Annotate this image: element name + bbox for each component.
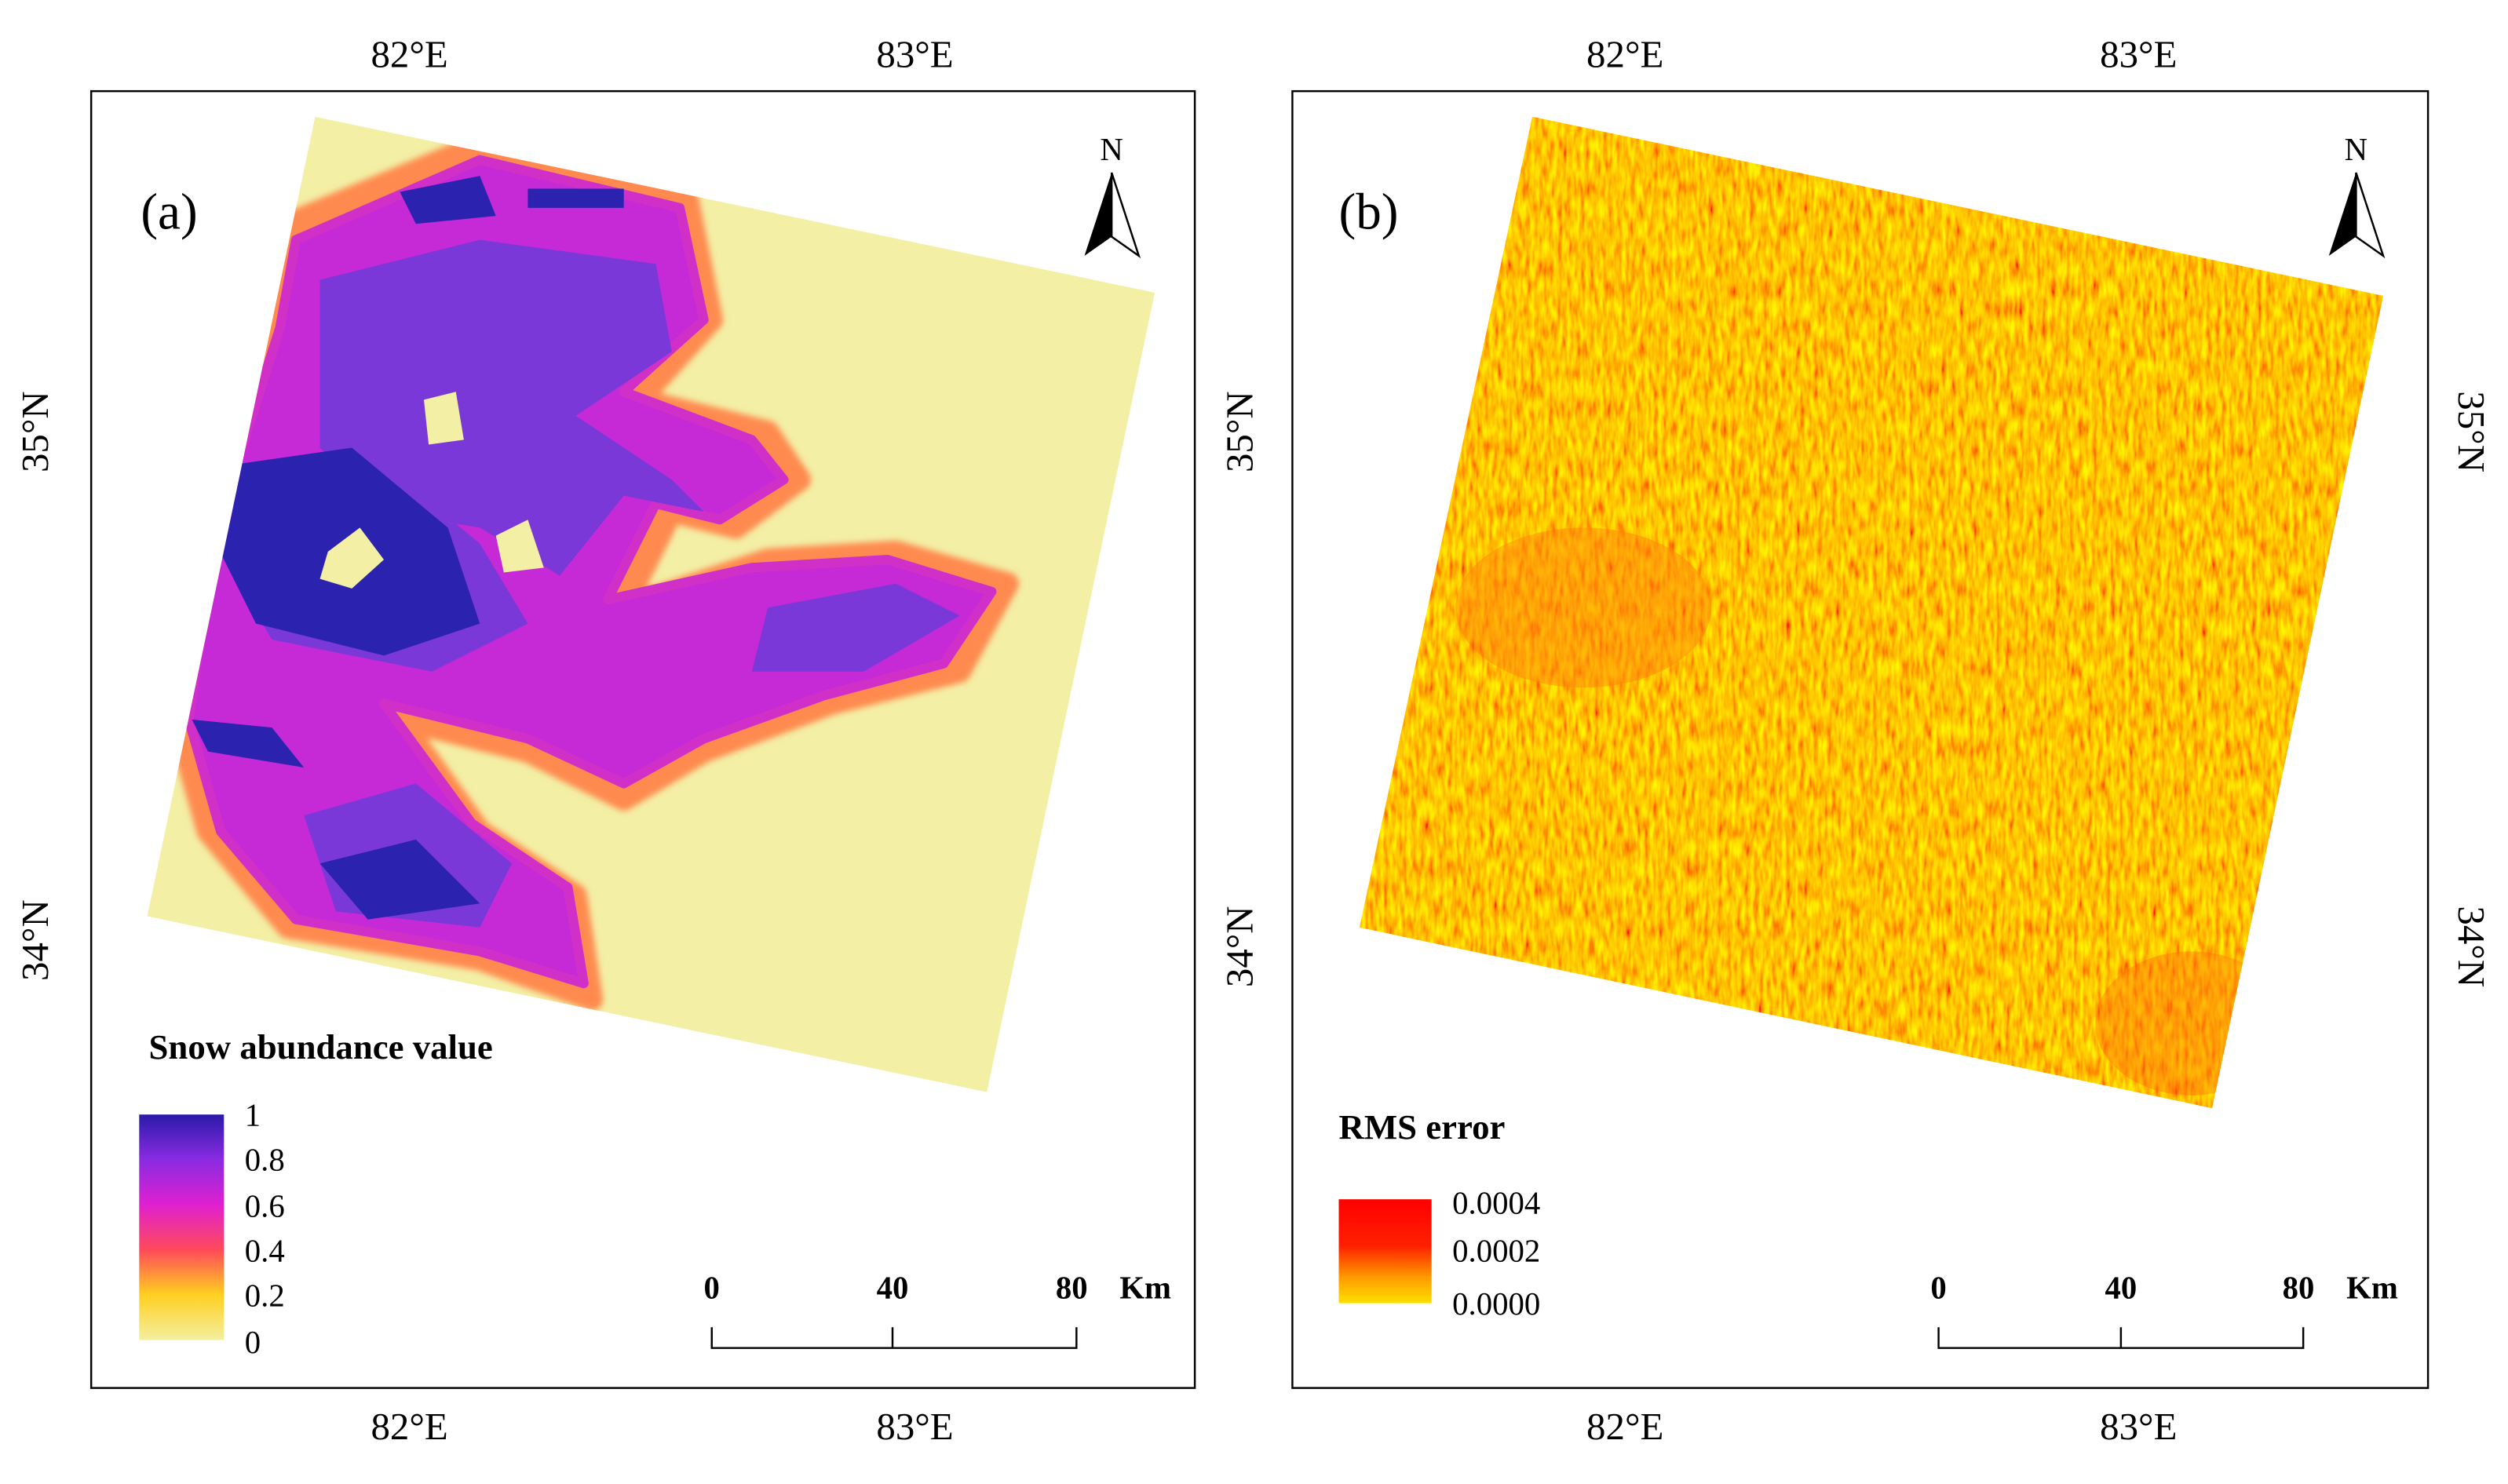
scale-unit: Km — [2346, 1271, 2398, 1306]
lon-label: 82°E — [371, 33, 447, 76]
scale-bar — [710, 1327, 1078, 1349]
legend-title: RMS error — [1338, 1107, 1505, 1147]
lat-label: 34°N — [2450, 906, 2493, 987]
legend-label: 0 — [245, 1325, 261, 1360]
lon-label: 83°E — [2100, 33, 2177, 76]
legend-gradient — [1338, 1199, 1432, 1304]
north-arrow — [1110, 172, 1141, 259]
scale-label: 80 — [1056, 1271, 1088, 1306]
legend-label: 0.0004 — [1452, 1186, 1540, 1221]
legend-label: 0.6 — [245, 1189, 285, 1224]
lat-label: 34°N — [13, 899, 57, 981]
scale-bar — [1937, 1327, 2305, 1349]
scale-label: 0 — [1930, 1271, 1946, 1306]
lat-label: 34°N — [1217, 906, 1261, 987]
map-frame — [1291, 89, 2430, 1389]
panel-a: 82°E 83°E 82°E 83°E 35°N 34°N (a) N Snow… — [13, 33, 1196, 1448]
lon-label: 83°E — [876, 33, 953, 76]
scale-label: 80 — [2283, 1271, 2315, 1306]
north-label: N — [1100, 132, 1123, 167]
lon-label: 82°E — [371, 1405, 447, 1448]
north-arrow — [2328, 173, 2356, 257]
lon-label: 82°E — [1586, 33, 1663, 76]
legend-label: 0.4 — [245, 1234, 285, 1269]
snow-raster — [147, 116, 1155, 1092]
legend-label: 0.0000 — [1452, 1286, 1540, 1322]
north-arrow — [2355, 172, 2386, 259]
scale-label: 0 — [704, 1271, 720, 1306]
legend-label: 1 — [245, 1097, 261, 1132]
lon-label: 83°E — [876, 1405, 953, 1448]
legend-gradient — [139, 1114, 225, 1340]
lon-label: 83°E — [2100, 1405, 2177, 1448]
legend-label: 0.0002 — [1452, 1234, 1540, 1269]
panel-label: (b) — [1338, 184, 1398, 240]
legend-title: Snow abundance value — [149, 1027, 493, 1067]
north-label: N — [2345, 132, 2367, 167]
legend-label: 0.8 — [245, 1143, 285, 1178]
map-frame — [89, 89, 1196, 1389]
legend-label: 0.2 — [245, 1278, 285, 1314]
lat-label: 35°N — [13, 391, 57, 472]
scale-label: 40 — [877, 1271, 909, 1306]
lat-label: 35°N — [2450, 391, 2493, 472]
panel-label: (a) — [141, 184, 197, 240]
scale-label: 40 — [2105, 1271, 2137, 1306]
panel-b: 82°E 83°E 82°E 83°E 35°N 34°N 35°N 34°N … — [1217, 33, 2492, 1448]
north-arrow — [1084, 173, 1112, 257]
lon-label: 82°E — [1586, 1405, 1663, 1448]
scale-unit: Km — [1119, 1271, 1171, 1306]
rms-raster — [1359, 116, 2384, 1109]
lat-label: 35°N — [1217, 391, 1261, 472]
